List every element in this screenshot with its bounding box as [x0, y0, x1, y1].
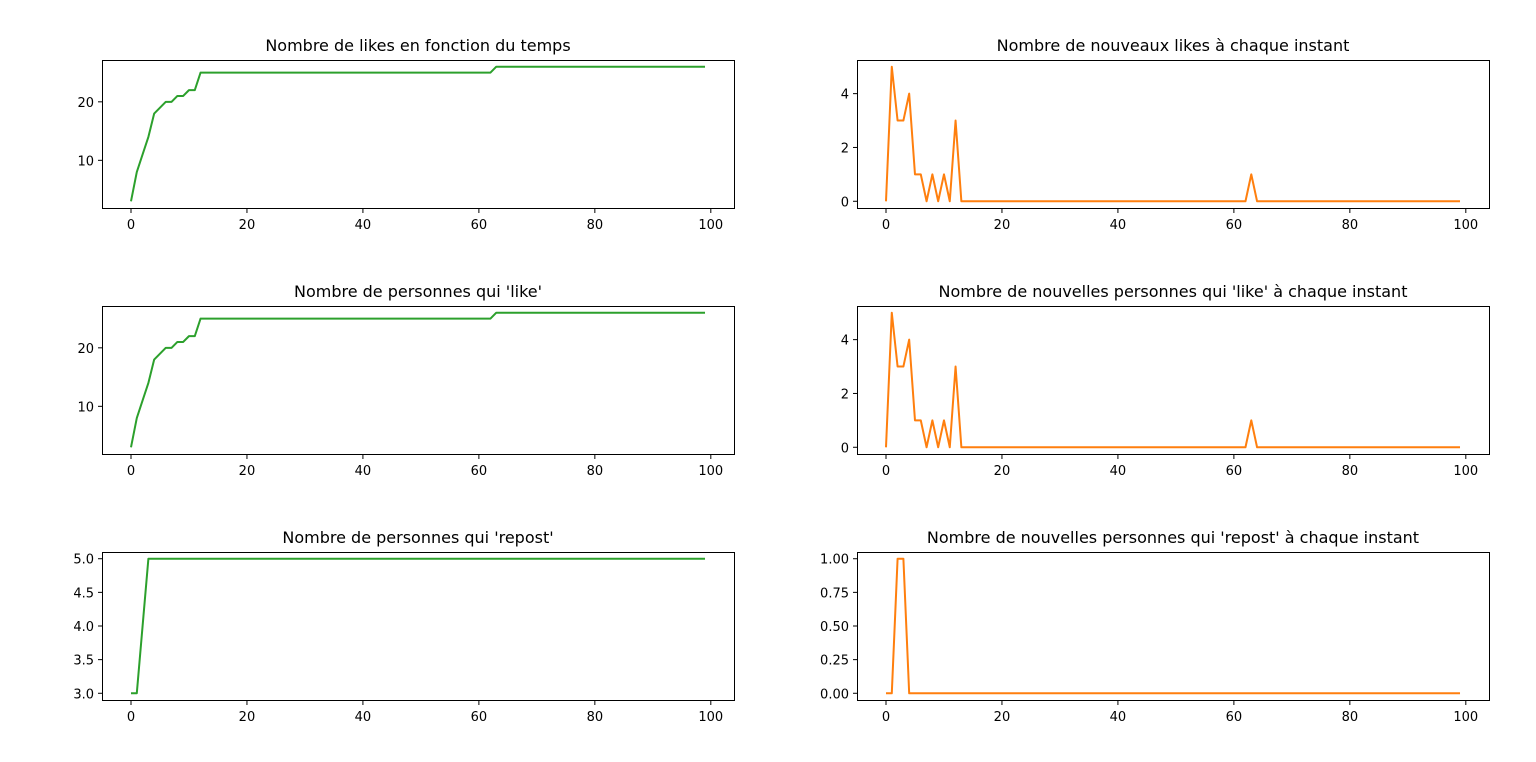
x-tick-label: 60 — [1226, 464, 1243, 479]
chart-panel-5: Nombre de personnes qui 'repost' 0 20 40 60 8… — [73, 528, 735, 725]
chart-panel-6: Nombre de nouvelles personnes qui 'repos… — [820, 528, 1490, 725]
axes-frame — [857, 552, 1490, 701]
y-tick-label: 4 — [841, 88, 849, 103]
y-tick-label: 2 — [841, 387, 849, 402]
y-tick-label: 2 — [841, 141, 849, 156]
x-tick-label: 40 — [1110, 464, 1127, 479]
x-tick-label: 100 — [1453, 218, 1478, 233]
x-tick-label: 100 — [1453, 710, 1478, 725]
x-tick-label: 80 — [587, 464, 604, 479]
series-line — [130, 557, 706, 695]
x-tick-label: 20 — [239, 218, 256, 233]
x-tick-label: 100 — [698, 710, 723, 725]
chart-title: Nombre de nouveaux likes à chaque instan… — [997, 36, 1350, 55]
x-tick-label: 20 — [994, 710, 1011, 725]
y-tick-label: 20 — [77, 96, 94, 111]
chart-panel-3: Nombre de personnes qui 'like' 0 20 40 60 80 1… — [77, 282, 735, 479]
x-tick-label: 0 — [127, 710, 135, 725]
x-tick-label: 40 — [355, 464, 372, 479]
x-tick-label: 40 — [1110, 218, 1127, 233]
series-line — [130, 65, 706, 202]
x-tick-label: 0 — [882, 464, 890, 479]
y-tick-label: 0.50 — [820, 620, 849, 635]
chart-title: Nombre de personnes qui 'repost' — [282, 528, 553, 547]
y-tick-label: 20 — [77, 342, 94, 357]
x-tick-label: 20 — [994, 464, 1011, 479]
y-tick-label: 4.5 — [73, 586, 94, 601]
axes-frame — [857, 306, 1490, 455]
y-tick-label: 0 — [841, 441, 849, 456]
x-tick-label: 60 — [471, 464, 488, 479]
y-tick-label: 0.75 — [820, 586, 849, 601]
y-tick-label: 10 — [77, 154, 94, 169]
y-tick-label: 5.0 — [73, 553, 94, 568]
x-tick-label: 80 — [587, 218, 604, 233]
y-tick-label: 3.0 — [73, 687, 94, 702]
x-tick-label: 40 — [355, 710, 372, 725]
chart-title: Nombre de personnes qui 'like' — [294, 282, 542, 301]
x-tick-label: 20 — [994, 218, 1011, 233]
chart-panel-1: Nombre de likes en fonction du temps 0 20 4… — [77, 36, 735, 233]
x-tick-label: 80 — [587, 710, 604, 725]
x-tick-label: 20 — [239, 710, 256, 725]
chart-panel-4: Nombre de nouvelles personnes qui 'like'… — [841, 282, 1490, 479]
series-line — [130, 311, 706, 448]
x-tick-label: 60 — [1226, 218, 1243, 233]
x-tick-label: 80 — [1342, 464, 1359, 479]
series-line — [884, 65, 1461, 203]
y-tick-label: 0.25 — [820, 654, 849, 669]
x-tick-label: 80 — [1342, 710, 1359, 725]
axes-frame — [102, 60, 735, 209]
x-tick-label: 0 — [882, 710, 890, 725]
x-tick-label: 40 — [1110, 710, 1127, 725]
x-tick-label: 60 — [1226, 710, 1243, 725]
y-tick-label: 0.00 — [820, 687, 849, 702]
chart-panel-2: Nombre de nouveaux likes à chaque instan… — [841, 36, 1490, 233]
x-tick-label: 0 — [127, 218, 135, 233]
x-tick-label: 60 — [471, 710, 488, 725]
y-tick-label: 10 — [77, 400, 94, 415]
x-tick-label: 40 — [355, 218, 372, 233]
chart-title: Nombre de nouvelles personnes qui 'like'… — [939, 282, 1408, 301]
y-tick-label: 0 — [841, 195, 849, 210]
axes-frame — [102, 552, 735, 701]
y-tick-label: 1.00 — [820, 553, 849, 568]
x-tick-label: 20 — [239, 464, 256, 479]
x-tick-label: 0 — [127, 464, 135, 479]
y-tick-label: 4 — [841, 334, 849, 349]
x-tick-label: 60 — [471, 218, 488, 233]
series-line — [885, 557, 1461, 695]
axes-frame — [102, 306, 735, 455]
chart-title: Nombre de likes en fonction du temps — [265, 36, 570, 55]
x-tick-label: 100 — [698, 218, 723, 233]
x-tick-label: 0 — [882, 218, 890, 233]
series-line — [884, 311, 1461, 449]
x-tick-label: 80 — [1342, 218, 1359, 233]
y-tick-label: 4.0 — [73, 620, 94, 635]
x-tick-label: 100 — [698, 464, 723, 479]
x-tick-label: 100 — [1453, 464, 1478, 479]
axes-frame — [857, 60, 1490, 209]
y-tick-label: 3.5 — [73, 654, 94, 669]
chart-title: Nombre de nouvelles personnes qui 'repos… — [927, 528, 1419, 547]
